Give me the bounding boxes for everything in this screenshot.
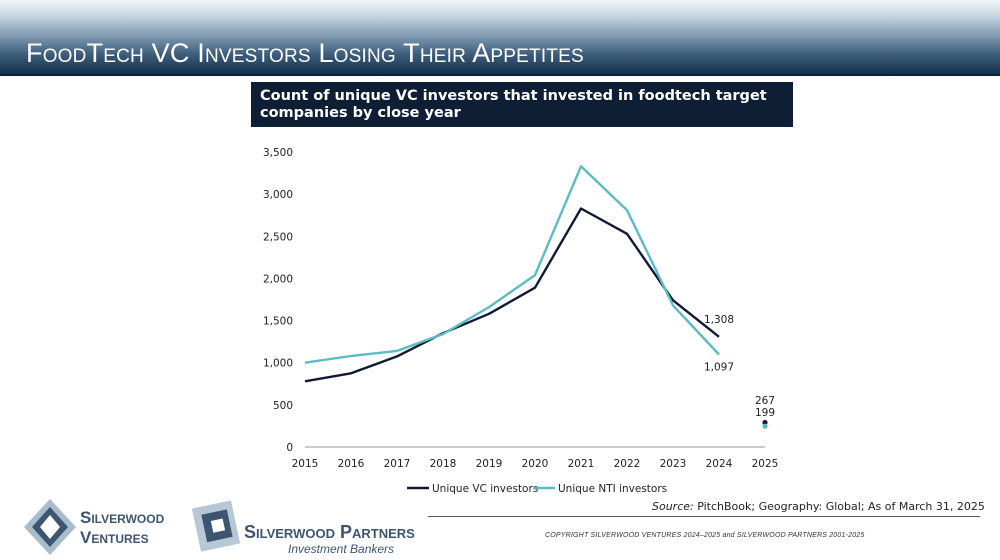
- y-tick-label: 500: [273, 400, 293, 412]
- chart-title-box: Count of unique VC investors that invest…: [251, 82, 793, 127]
- source-text: PitchBook; Geography: Global; As of Marc…: [697, 500, 985, 513]
- x-tick-label: 2019: [476, 458, 503, 470]
- ventures-logo-line1: Silverwood: [80, 508, 165, 527]
- partners-logo-name: Silverwood Partners: [244, 522, 415, 542]
- header-bar: [0, 0, 1000, 76]
- x-tick-label: 2016: [338, 458, 365, 470]
- source-note: Source: PitchBook; Geography: Global; As…: [652, 500, 985, 513]
- y-tick-label: 0: [286, 442, 293, 454]
- y-tick-label: 2,500: [263, 231, 293, 243]
- x-tick-label: 2015: [292, 458, 319, 470]
- header-divider: [0, 74, 1000, 76]
- partial-point-nti: [762, 423, 768, 429]
- x-tick-label: 2024: [706, 458, 733, 470]
- page-title: FoodTech VC Investors Losing Their Appet…: [26, 38, 584, 68]
- partial-point-vc: [762, 419, 768, 426]
- y-tick-label: 2,000: [263, 273, 293, 285]
- legend-label-nti: Unique NTI investors: [558, 483, 667, 495]
- data-label: 1,097: [704, 362, 734, 374]
- data-label: 1,308: [704, 314, 734, 326]
- source-label: Source:: [652, 500, 694, 513]
- data-label: 267: [755, 395, 775, 407]
- x-tick-label: 2025: [752, 458, 779, 470]
- y-tick-label: 1,000: [263, 358, 293, 370]
- x-tick-label: 2017: [384, 458, 411, 470]
- series-line-vc: [304, 207, 720, 383]
- silverwood-ventures-logo-icon: [24, 499, 76, 555]
- ventures-logo-line2: Ventures: [80, 528, 149, 547]
- copyright-text: COPYRIGHT SILVERWOOD VENTURES 2024–2025 …: [545, 532, 865, 539]
- x-tick-label: 2022: [614, 458, 641, 470]
- legend-label-vc: Unique VC investors: [432, 483, 538, 495]
- data-label: 199: [755, 407, 775, 419]
- y-tick-label: 3,500: [263, 147, 293, 159]
- x-tick-label: 2023: [660, 458, 687, 470]
- x-tick-label: 2021: [568, 458, 595, 470]
- chart-title: Count of unique VC investors that invest…: [260, 88, 767, 121]
- x-tick-label: 2020: [522, 458, 549, 470]
- partners-logo-subtitle: Investment Bankers: [288, 542, 395, 556]
- y-tick-label: 3,000: [263, 189, 293, 201]
- line-chart: 0 500 1,000 1,500 2,000 2,500 3,000 3,500 2015 20…: [263, 147, 779, 495]
- series-line-nti: [304, 165, 720, 364]
- footer-rule: [428, 516, 980, 517]
- x-tick-label: 2018: [430, 458, 457, 470]
- silverwood-partners-logo-icon: [191, 500, 241, 552]
- y-tick-label: 1,500: [263, 316, 293, 328]
